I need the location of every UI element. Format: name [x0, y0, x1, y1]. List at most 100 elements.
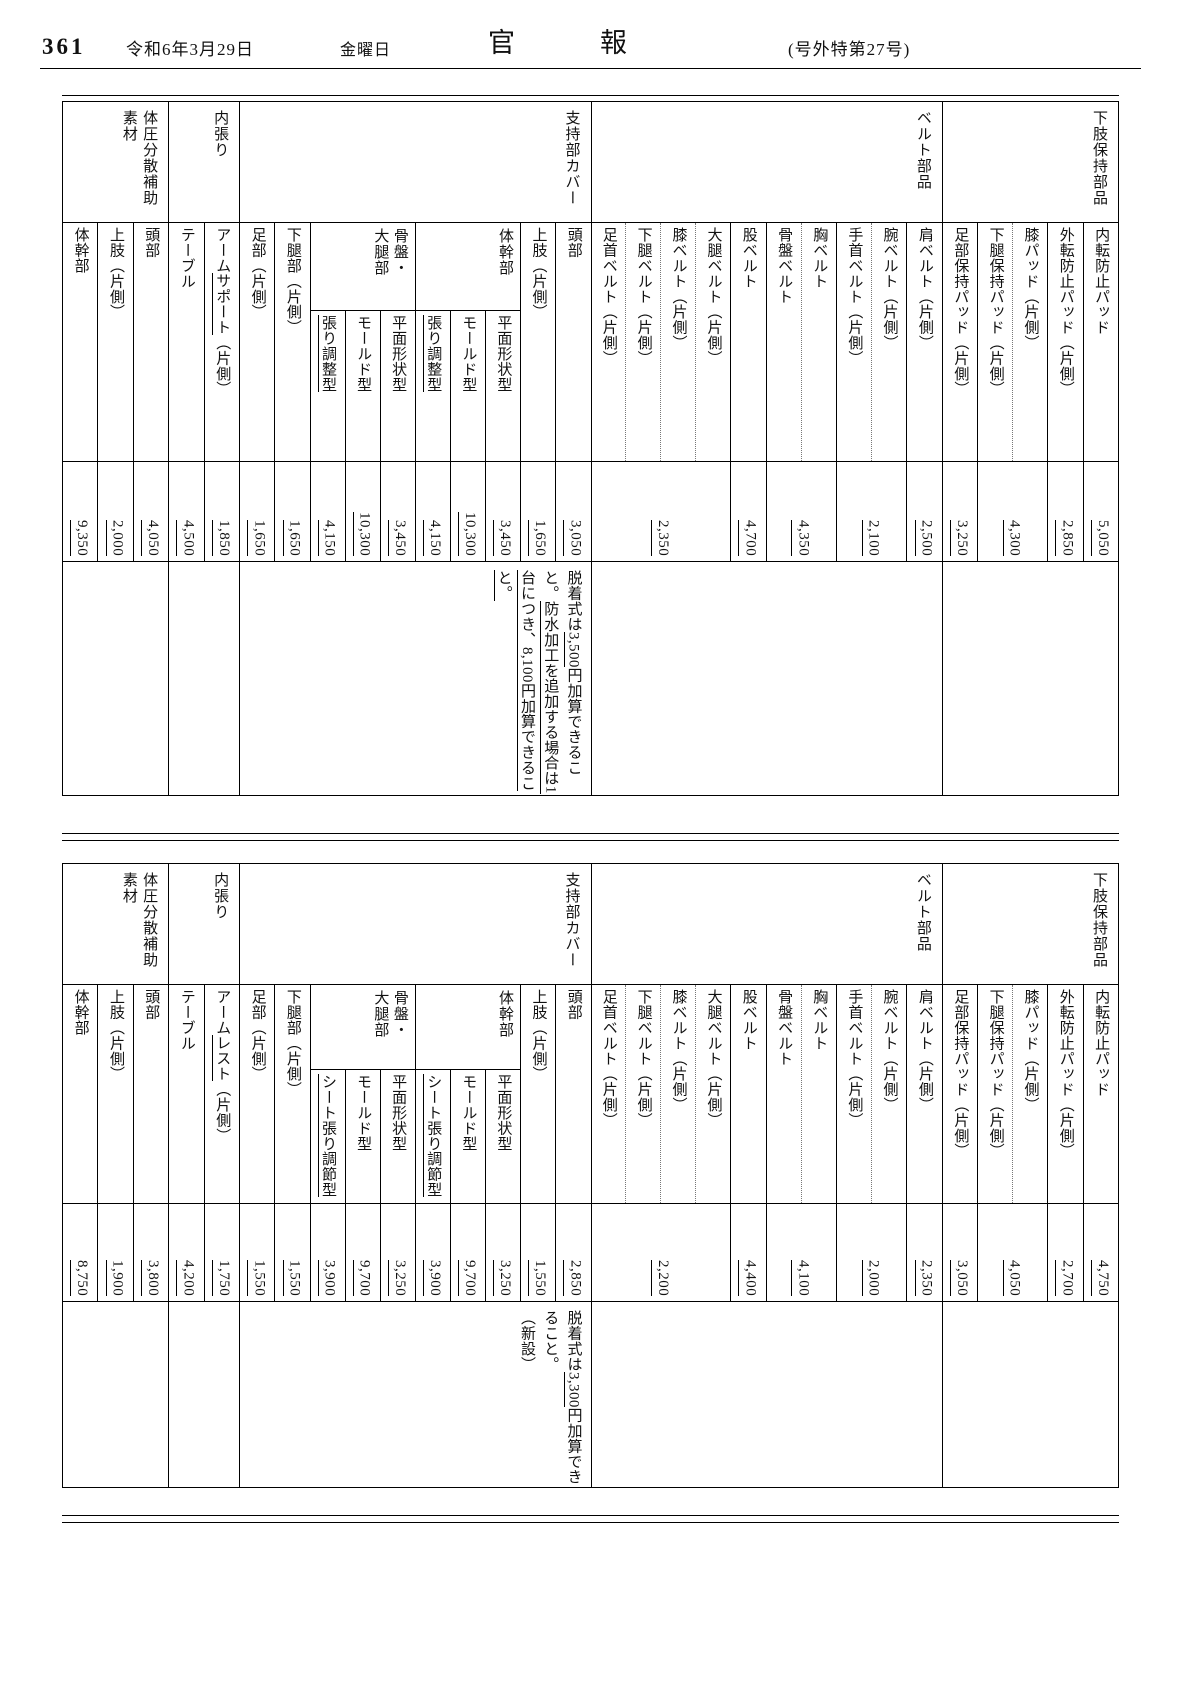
price-value: 2,350 — [650, 519, 671, 556]
price-value: 9,350 — [70, 519, 90, 556]
names-row: モールド型 — [346, 311, 380, 461]
category-label: 内張り — [169, 102, 240, 223]
previous-price-table: 下肢保持部品 内転防止パッド 4,750 外転防止パッド（片側） 2,700 膝パッド（片… — [62, 863, 1119, 1488]
item-section: 頭部 3,050 上肢（片側） 1,650 — [520, 223, 591, 561]
item-section: アームサポート（片側） 1,850 テーブル 4,500 — [169, 223, 240, 561]
price-unit: 平面形状型 3,250 — [379, 1070, 415, 1301]
item-cell: 足部保持パッド（片側） — [943, 985, 977, 1203]
group-body: 頭部 2,850 上肢（片側） 1,550 体幹部 平面形状型 3,250 モールド型 9,70… — [240, 985, 591, 1301]
price-value: 1,850 — [211, 519, 232, 556]
item-cell: モールド型 — [451, 1070, 485, 1203]
item-cell: アームサポート（片側） — [205, 223, 240, 461]
names-row: 頭部 — [134, 985, 168, 1203]
item-cell: 内転防止パッド — [1084, 985, 1118, 1203]
price-unit: 頭部 3,050 — [555, 223, 591, 561]
group-body: 内転防止パッド 4,750 外転防止パッド（片側） 2,700 膝パッド（片側） 下腿保持… — [942, 985, 1118, 1301]
group-body: 頭部 3,800 上肢（片側） 1,900 体幹部 8,750 — [63, 985, 169, 1301]
item-name: 膝パッド（片側） — [1022, 227, 1039, 351]
category-label: ベルト部品 — [591, 102, 942, 223]
item-name: 上肢（片側） — [530, 227, 547, 320]
item-name: 腕ベルト（片側） — [881, 989, 898, 1113]
item-name: モールド型 — [460, 1074, 477, 1151]
names-row: 足部保持パッド（片側） — [943, 223, 977, 461]
price-unit: 体幹部 9,350 — [63, 223, 98, 561]
item-cell: 張り調整型 — [416, 311, 450, 461]
price-value: 3,900 — [422, 1259, 443, 1296]
price-value: 4,150 — [317, 519, 338, 556]
price-cell: 10,300 — [345, 461, 380, 561]
amendment-underline: 3,500 — [563, 631, 582, 668]
table-group: 支持部カバー 頭部 3,050 上肢（片側） 1,650 体幹部 平面形状型 3,450 モール… — [239, 102, 591, 795]
item-cell: 平面形状型 — [486, 311, 520, 461]
item-name: 外転防止パッド（片側） — [1057, 989, 1074, 1159]
item-cell: 外転防止パッド（片側） — [1048, 985, 1082, 1203]
item-cell: 下腿部（片側） — [275, 223, 309, 461]
item-cell: 膝パッド（片側） — [1012, 985, 1047, 1203]
table-group: ベルト部品 肩ベルト（片側） 2,350 腕ベルト（片側） 手首ベルト（片側） 2,000… — [590, 864, 942, 1487]
price-unit: モールド型 9,700 — [344, 1070, 380, 1301]
price-unit: 内転防止パッド 4,750 — [1082, 985, 1118, 1301]
item-cell: 張り調整型 — [311, 311, 345, 461]
table-separator-rule — [62, 833, 1119, 841]
table-group: 下肢保持部品 内転防止パッド 5,050 外転防止パッド（片側） 2,850 膝パッド（片… — [941, 102, 1118, 795]
price-cell: 2,700 — [1048, 1203, 1083, 1301]
item-name: 肩ベルト（片側） — [916, 989, 933, 1113]
price-value: 4,700 — [738, 519, 758, 556]
price-cell: 2,000 — [836, 1203, 907, 1301]
page-number: 361 — [42, 34, 86, 59]
top-rule — [62, 95, 1119, 96]
names-row: モールド型 — [451, 1070, 485, 1203]
item-section: 頭部 3,800 上肢（片側） 1,900 体幹部 8,750 — [63, 985, 169, 1301]
names-row: 頭部 — [556, 985, 590, 1203]
price-unit: 張り調整型 4,150 — [415, 311, 450, 561]
price-value: 2,850 — [563, 1259, 583, 1296]
price-value: 1,650 — [528, 519, 548, 556]
price-unit: 足部（片側） 1,550 — [240, 985, 275, 1301]
units-row: 頭部 4,050 上肢（片側） 2,000 体幹部 9,350 — [63, 223, 169, 561]
names-row: 肩ベルト（片側） — [907, 223, 942, 461]
item-name: モールド型 — [355, 315, 372, 392]
item-cell: 手首ベルト（片側） — [837, 223, 871, 461]
price-cell: 3,250 — [485, 1203, 521, 1301]
price-value: 3,800 — [140, 1259, 161, 1296]
group-body: 肩ベルト（片側） 2,350 腕ベルト（片側） 手首ベルト（片側） 2,000 胸ベルト 骨… — [591, 985, 942, 1301]
item-cell: 胸ベルト — [800, 223, 836, 461]
item-name: アームサポート（片側） — [212, 227, 231, 397]
item-name: 平面形状型 — [495, 1074, 512, 1151]
names-row: シート張り調節型 — [416, 1070, 450, 1203]
price-cell: 4,350 — [766, 461, 836, 561]
price-unit: 頭部 3,800 — [132, 985, 169, 1301]
price-value: 9,700 — [457, 1259, 478, 1296]
item-name: 股ベルト — [740, 989, 757, 1051]
item-name: 足部（片側） — [249, 227, 266, 320]
weekday-label: 金曜日 — [340, 42, 392, 59]
price-cell: 4,050 — [978, 1203, 1048, 1301]
price-cell: 4,700 — [731, 461, 766, 561]
price-cell: 10,300 — [450, 461, 485, 561]
price-value: 5,050 — [1090, 519, 1111, 556]
item-cell: 平面形状型 — [381, 311, 415, 461]
price-value: 4,750 — [1090, 1259, 1111, 1296]
price-value: 2,100 — [861, 519, 882, 556]
names-row: テーブル — [169, 223, 204, 461]
item-section: 下腿部（片側） 1,650 足部（片側） 1,650 — [240, 223, 310, 561]
price-cell: 1,650 — [275, 461, 310, 561]
item-name: 下腿保持パッド（片側） — [987, 989, 1004, 1159]
item-cell: 上肢（片側） — [98, 223, 132, 461]
price-value: 4,400 — [738, 1259, 758, 1296]
price-cell: 4,050 — [133, 461, 169, 561]
item-name: 足部保持パッド（片側） — [952, 227, 969, 397]
price-value: 10,300 — [457, 511, 478, 556]
price-unit: 胸ベルト 骨盤ベルト 4,100 — [765, 985, 836, 1301]
price-unit: 平面形状型 3,450 — [379, 311, 415, 561]
item-cell: 外転防止パッド（片側） — [1048, 223, 1082, 461]
item-cell: 頭部 — [556, 223, 590, 461]
item-name: 頭部 — [143, 989, 160, 1020]
price-value: 3,450 — [387, 519, 408, 556]
price-cell: 5,050 — [1083, 461, 1118, 561]
price-cell: 1,550 — [240, 1203, 275, 1301]
price-cell: 4,100 — [766, 1203, 836, 1301]
names-row: 胸ベルト 骨盤ベルト — [767, 985, 836, 1203]
names-row: 平面形状型 — [381, 311, 415, 461]
price-cell: 2,200 — [591, 1203, 731, 1301]
